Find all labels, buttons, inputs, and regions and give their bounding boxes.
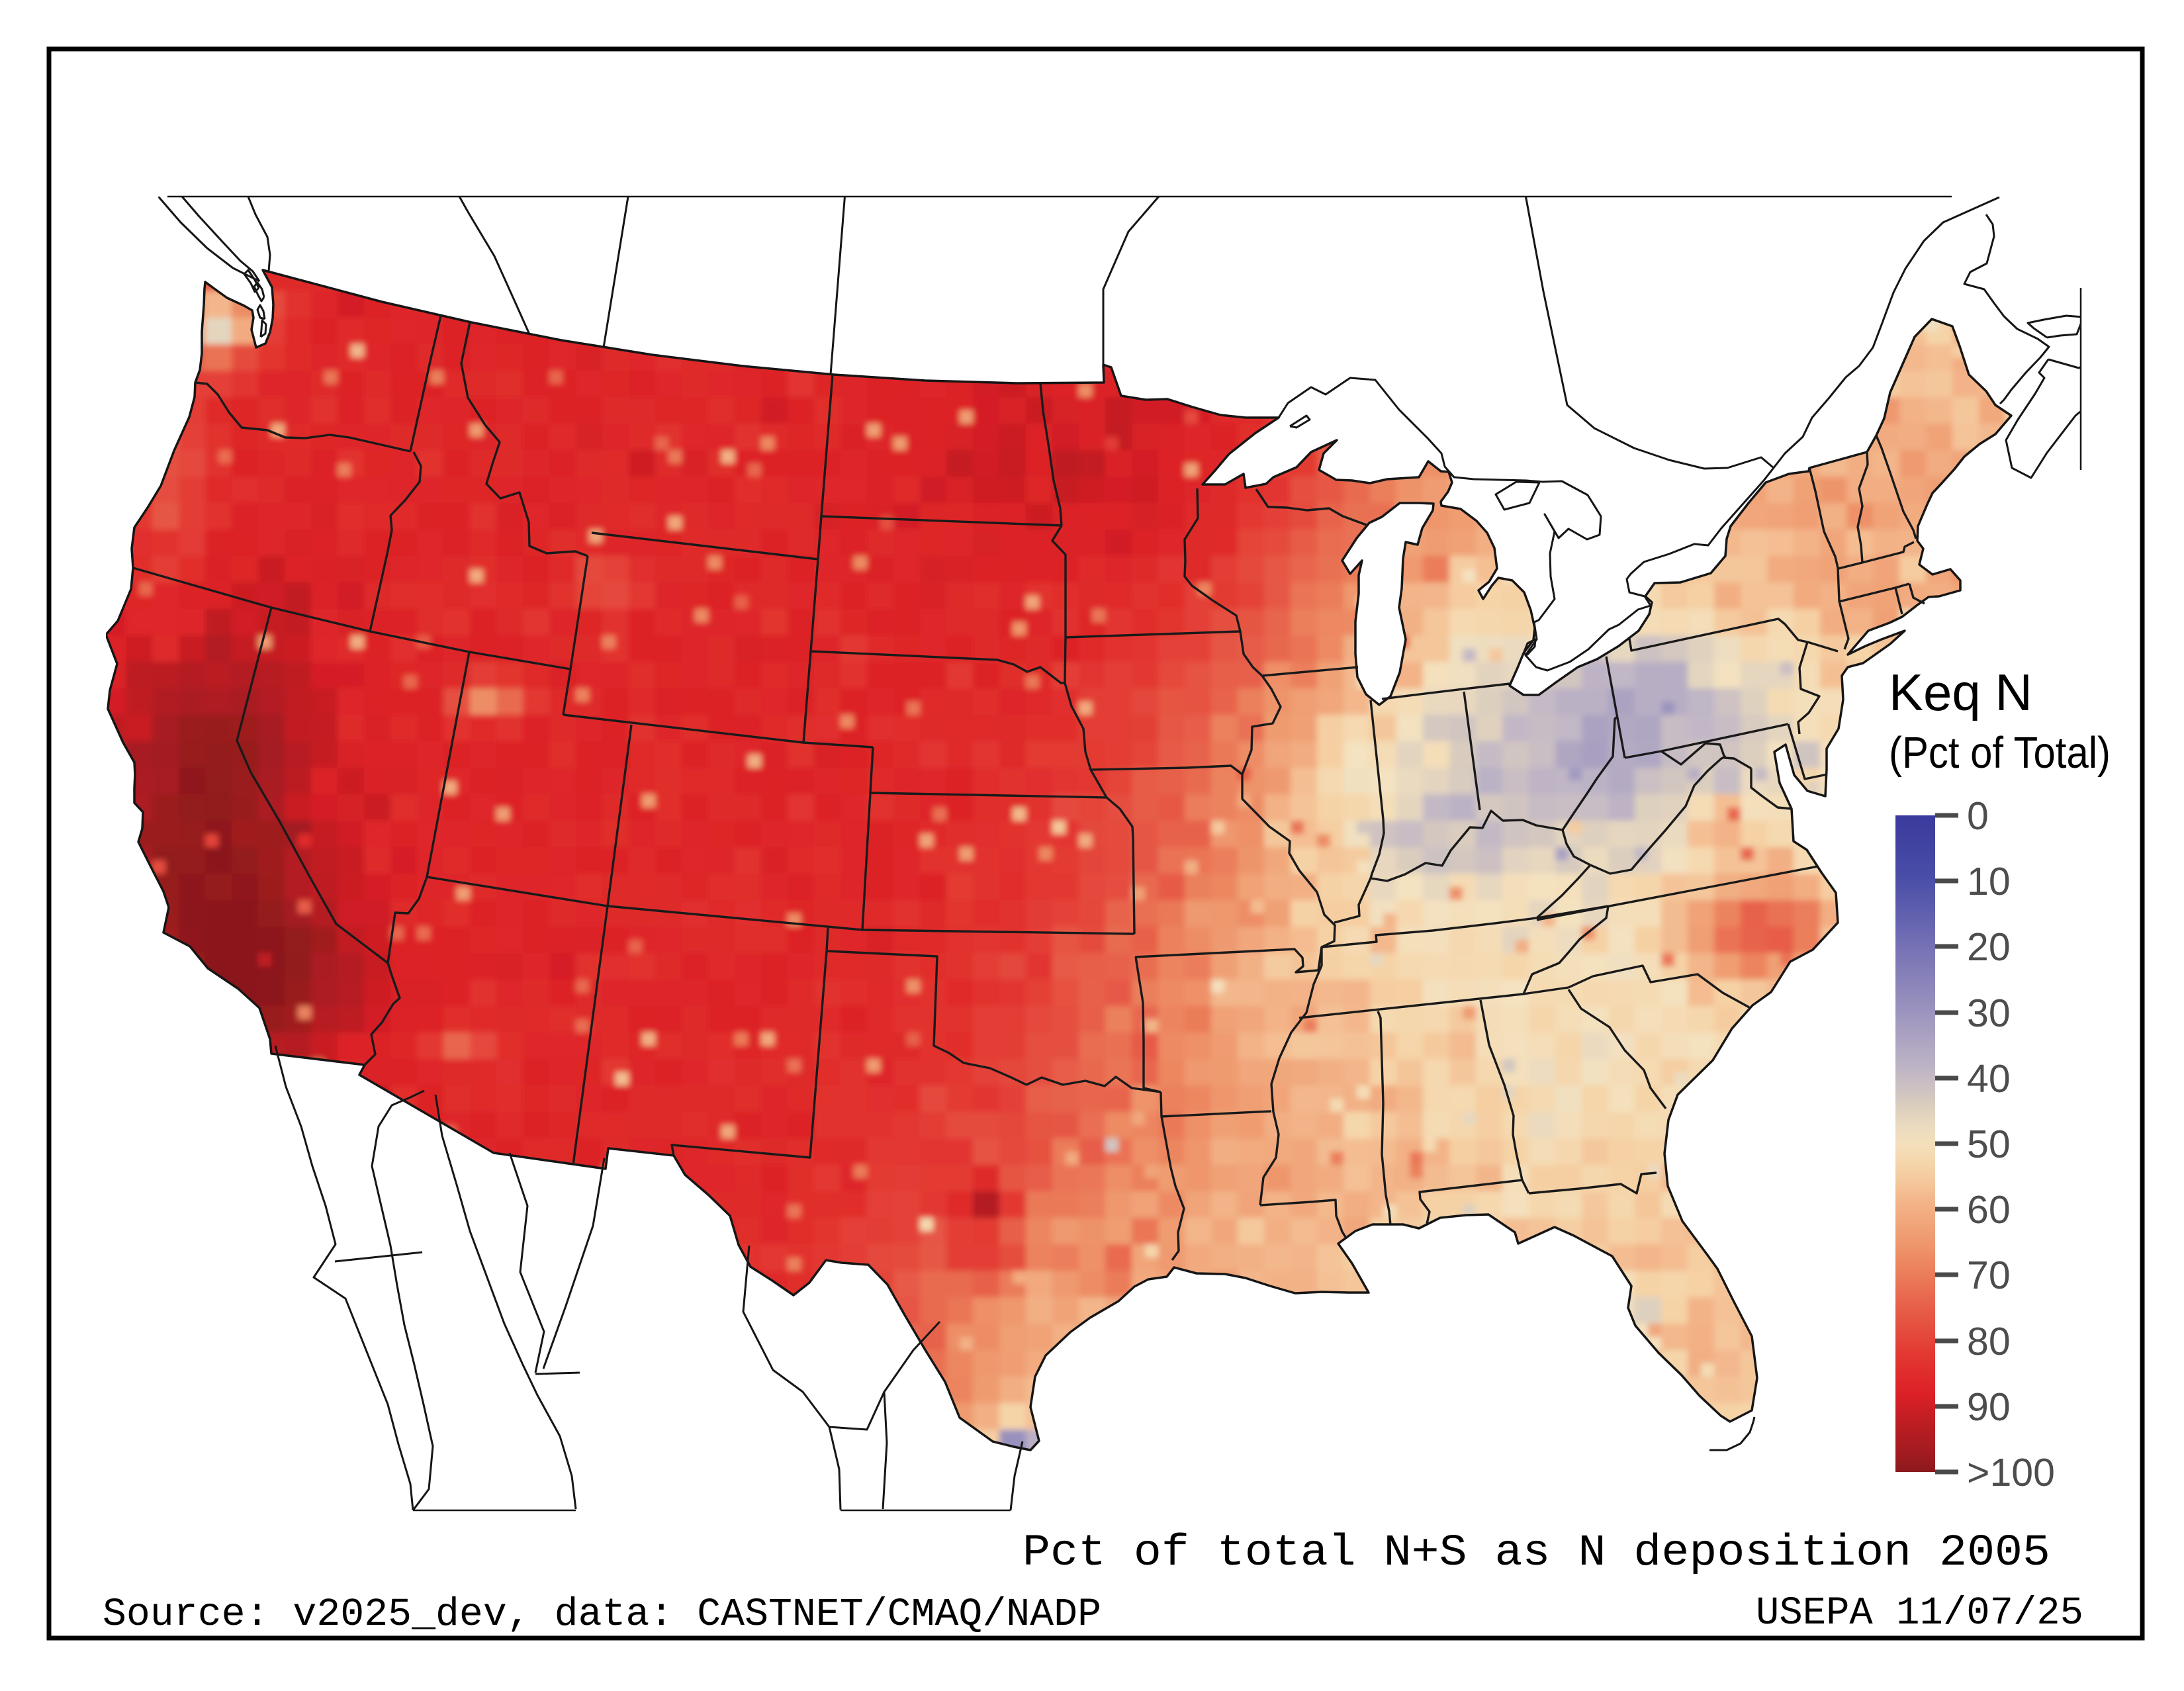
svg-text:70: 70 xyxy=(1967,1254,2011,1297)
svg-text:60: 60 xyxy=(1967,1188,2011,1232)
svg-text:0: 0 xyxy=(1967,794,1989,838)
svg-text:50: 50 xyxy=(1967,1122,2011,1166)
svg-text:30: 30 xyxy=(1967,991,2011,1035)
svg-text:Keq N: Keq N xyxy=(1889,663,2032,721)
svg-text:USEPA 11/07/25: USEPA 11/07/25 xyxy=(1756,1591,2083,1635)
svg-text:>100: >100 xyxy=(1967,1451,2055,1494)
svg-text:10: 10 xyxy=(1967,860,2011,903)
svg-text:Pct of total N+S as N depositi: Pct of total N+S as N deposition 2005 xyxy=(1023,1528,2050,1578)
svg-text:(Pct of Total): (Pct of Total) xyxy=(1889,728,2111,778)
svg-text:40: 40 xyxy=(1967,1057,2011,1101)
svg-text:80: 80 xyxy=(1967,1320,2011,1363)
svg-text:Source: v2025_dev, data: CASTN: Source: v2025_dev, data: CASTNET/CMAQ/NA… xyxy=(103,1592,1101,1637)
svg-text:20: 20 xyxy=(1967,925,2011,969)
svg-text:90: 90 xyxy=(1967,1385,2011,1429)
